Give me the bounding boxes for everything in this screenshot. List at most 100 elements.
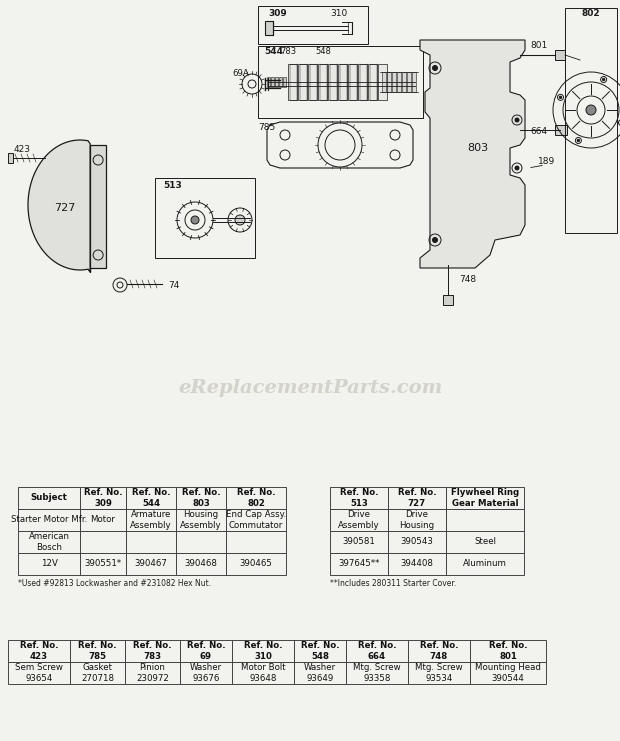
Circle shape <box>515 118 519 122</box>
Bar <box>70 640 125 662</box>
Bar <box>443 295 453 305</box>
Text: eReplacementParts.com: eReplacementParts.com <box>178 379 442 397</box>
Text: 390468: 390468 <box>185 559 218 568</box>
Bar <box>346 662 408 684</box>
Text: 390551*: 390551* <box>84 559 122 568</box>
Bar <box>232 640 294 662</box>
Bar <box>446 487 524 509</box>
Bar <box>408 662 470 684</box>
Text: Sem Screw
93654: Sem Screw 93654 <box>15 663 63 682</box>
Text: Aluminum: Aluminum <box>463 559 507 568</box>
Bar <box>267 77 270 87</box>
Text: Ref. No.
513: Ref. No. 513 <box>340 488 378 508</box>
Bar <box>126 509 176 531</box>
Circle shape <box>433 65 438 70</box>
Bar <box>258 6 368 44</box>
Bar <box>288 64 297 100</box>
Text: Mtg. Screw
93534: Mtg. Screw 93534 <box>415 663 463 682</box>
Bar <box>180 640 232 662</box>
Text: Armature
Assembly: Armature Assembly <box>130 511 172 530</box>
Text: Ref. No.
664: Ref. No. 664 <box>358 641 396 661</box>
Bar <box>126 487 176 509</box>
Text: Motor Bolt
93648: Motor Bolt 93648 <box>241 663 285 682</box>
Text: Housing
Assembly: Housing Assembly <box>180 511 222 530</box>
Bar <box>330 487 388 509</box>
Text: 69A: 69A <box>232 70 249 79</box>
Bar <box>407 72 411 92</box>
Bar <box>176 487 226 509</box>
Text: 513: 513 <box>163 181 182 190</box>
Text: Pinion
230972: Pinion 230972 <box>136 663 169 682</box>
Text: Drive
Assembly: Drive Assembly <box>338 511 380 530</box>
Bar <box>412 72 416 92</box>
Text: 394408: 394408 <box>401 559 433 568</box>
Polygon shape <box>28 140 90 272</box>
Bar <box>18 487 80 509</box>
Text: 74: 74 <box>168 281 179 290</box>
Text: Steel: Steel <box>474 537 496 547</box>
Polygon shape <box>90 145 106 272</box>
Text: 803: 803 <box>467 143 489 153</box>
Text: Subject: Subject <box>30 494 68 502</box>
Bar <box>275 77 278 87</box>
Text: 390543: 390543 <box>401 537 433 547</box>
Text: Ref. No.
748: Ref. No. 748 <box>420 641 458 661</box>
Text: 189: 189 <box>538 158 556 167</box>
Text: Mtg. Screw
93358: Mtg. Screw 93358 <box>353 663 401 682</box>
Bar <box>330 553 388 575</box>
Text: Drive
Housing: Drive Housing <box>399 511 435 530</box>
Bar <box>176 553 226 575</box>
Bar <box>446 509 524 531</box>
Bar <box>70 662 125 684</box>
Bar <box>338 64 347 100</box>
Text: Ref. No.
310: Ref. No. 310 <box>244 641 282 661</box>
Bar <box>125 662 180 684</box>
Text: 310: 310 <box>330 8 347 18</box>
Bar <box>392 72 396 92</box>
Bar <box>279 77 282 87</box>
Bar <box>330 509 388 531</box>
Bar <box>388 553 446 575</box>
Bar <box>258 46 423 118</box>
Bar <box>125 640 180 662</box>
Bar <box>388 531 446 553</box>
Bar <box>308 64 317 100</box>
Bar <box>382 72 386 92</box>
Polygon shape <box>420 40 525 268</box>
Bar <box>298 64 307 100</box>
Bar <box>358 64 367 100</box>
Circle shape <box>577 139 580 142</box>
Bar <box>408 640 470 662</box>
Bar <box>388 509 446 531</box>
Bar <box>8 153 13 163</box>
Text: American
Bosch: American Bosch <box>29 532 69 552</box>
Text: 802: 802 <box>582 10 601 19</box>
Text: Motor: Motor <box>91 516 115 525</box>
Text: Ref. No.
803: Ref. No. 803 <box>182 488 220 508</box>
Bar <box>446 553 524 575</box>
Bar <box>155 178 255 258</box>
Bar <box>328 64 337 100</box>
Text: Gasket
270718: Gasket 270718 <box>81 663 114 682</box>
Text: 12V: 12V <box>40 559 58 568</box>
Text: Ref. No.
423: Ref. No. 423 <box>20 641 58 661</box>
Bar <box>80 487 126 509</box>
Bar <box>294 640 346 662</box>
Bar <box>80 509 126 531</box>
Bar <box>226 531 286 553</box>
Text: 548: 548 <box>315 47 331 56</box>
Text: Ref. No.
548: Ref. No. 548 <box>301 641 339 661</box>
Bar <box>180 662 232 684</box>
Bar <box>226 487 286 509</box>
Bar <box>294 662 346 684</box>
Text: 309: 309 <box>268 8 286 18</box>
Bar <box>126 531 176 553</box>
Text: Ref. No.
727: Ref. No. 727 <box>397 488 436 508</box>
Text: Flywheel Ring
Gear Material: Flywheel Ring Gear Material <box>451 488 519 508</box>
Bar <box>8 640 70 662</box>
Text: Washer
93649: Washer 93649 <box>304 663 336 682</box>
Text: 748: 748 <box>459 276 477 285</box>
Text: 423: 423 <box>14 145 31 155</box>
Text: Starter Motor Mfr.: Starter Motor Mfr. <box>11 516 87 525</box>
Text: 783: 783 <box>280 47 296 56</box>
